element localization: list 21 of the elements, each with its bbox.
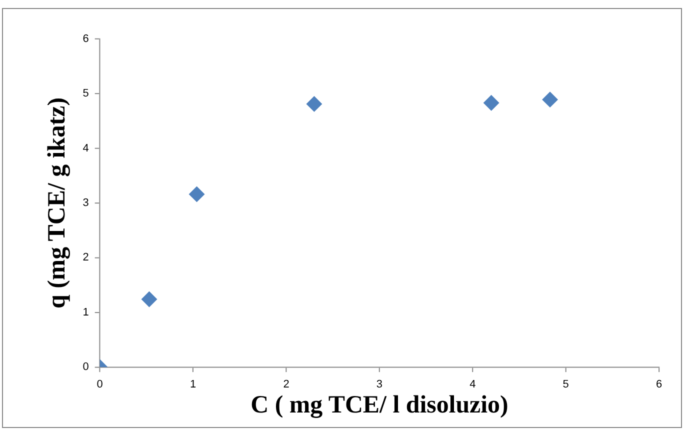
- x-tick-label: 5: [562, 378, 569, 391]
- y-tick-label: 2: [82, 252, 89, 264]
- y-tick-label: 3: [82, 196, 89, 209]
- point: [483, 94, 500, 111]
- point: [542, 92, 558, 108]
- x-tick-label: 1: [190, 378, 196, 391]
- y-tick-label: 1: [82, 306, 89, 318]
- x-tick-label: 0: [96, 378, 103, 391]
- y-axis-title: q (mg TCE/ g ikatz): [43, 98, 70, 308]
- y-tick-label: 6: [82, 32, 89, 45]
- x-tick-label: 6: [656, 378, 662, 391]
- x-axis-title: C ( mg TCE/ l disoluzio): [250, 392, 508, 419]
- x-tick-label: 4: [470, 378, 476, 391]
- point: [306, 96, 322, 112]
- y-tick-label: 0: [82, 361, 89, 374]
- y-tick-label: 5: [82, 88, 89, 100]
- y-tick-label: 4: [82, 142, 89, 154]
- x-tick-label: 3: [376, 378, 382, 391]
- point: [188, 186, 205, 202]
- x-tick-label: 2: [283, 378, 290, 391]
- point: [141, 291, 158, 308]
